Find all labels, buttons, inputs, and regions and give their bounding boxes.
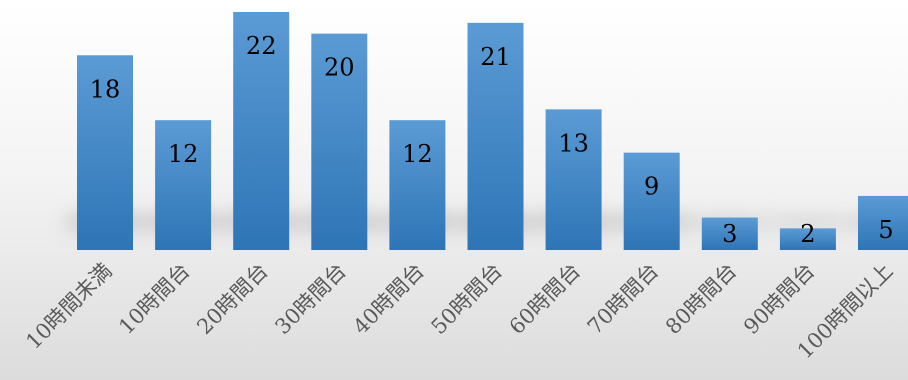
data-labels: 18 12 22 20 12 21 13 9 3 2 5 — [90, 32, 894, 248]
data-label: 2 — [800, 220, 815, 248]
data-label: 5 — [878, 216, 893, 244]
bar — [545, 109, 602, 250]
data-label: 13 — [558, 129, 589, 157]
x-tick-label: 10時間台 — [114, 259, 194, 339]
bar — [467, 22, 524, 251]
data-label: 18 — [90, 75, 121, 103]
x-tick-label: 20時間台 — [192, 259, 272, 339]
bars — [77, 12, 908, 251]
bar — [155, 120, 212, 250]
bar — [779, 228, 836, 250]
bar — [311, 33, 368, 250]
bar — [701, 217, 758, 250]
data-label: 3 — [722, 220, 737, 248]
data-label: 9 — [644, 173, 659, 201]
data-label: 21 — [480, 43, 511, 71]
bar — [623, 152, 680, 250]
bar — [77, 55, 133, 250]
x-tick-label: 10時間未満 — [21, 259, 116, 354]
bar-shadow — [765, 217, 850, 227]
data-label: 12 — [402, 140, 433, 168]
x-tick-label: 70時間台 — [583, 259, 663, 339]
x-tick-label: 50時間台 — [427, 259, 507, 339]
bar — [858, 195, 908, 250]
data-label: 20 — [324, 54, 355, 82]
x-axis-tick-labels: 10時間未満10時間台20時間台30時間台40時間台50時間台60時間台70時間… — [21, 259, 897, 364]
x-tick-label: 80時間台 — [661, 259, 741, 339]
x-tick-label: 90時間台 — [739, 259, 819, 339]
x-tick-label: 60時間台 — [505, 259, 585, 339]
data-label: 22 — [246, 32, 277, 60]
bar — [389, 120, 446, 250]
bar — [233, 12, 290, 250]
data-label: 12 — [168, 140, 199, 168]
x-tick-label: 40時間台 — [349, 259, 429, 339]
x-tick-label: 30時間台 — [270, 259, 350, 339]
